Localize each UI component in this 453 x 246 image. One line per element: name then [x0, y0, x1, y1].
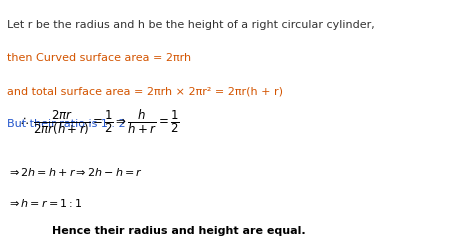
Text: Let r be the radius and h be the height of a right circular cylinder,: Let r be the radius and h be the height … [7, 20, 375, 30]
Text: Hence their radius and height are equal.: Hence their radius and height are equal. [52, 226, 306, 236]
Text: then Curved surface area = 2πrh: then Curved surface area = 2πrh [7, 53, 191, 63]
Text: $\Rightarrow 2h = h + r \Rightarrow 2h - h = r$: $\Rightarrow 2h = h + r \Rightarrow 2h -… [7, 166, 143, 178]
Text: But their ratio is 1 : 2: But their ratio is 1 : 2 [7, 119, 125, 129]
Text: $\Rightarrow h = r = 1 : 1$: $\Rightarrow h = r = 1 : 1$ [7, 197, 82, 209]
Text: $\therefore\;\dfrac{2\pi r}{2\pi r(h+r)} = \dfrac{1}{2} \Rightarrow \dfrac{h}{h+: $\therefore\;\dfrac{2\pi r}{2\pi r(h+r)}… [18, 109, 180, 137]
Text: and total surface area = 2πrh × 2πr² = 2πr(h + r): and total surface area = 2πrh × 2πr² = 2… [7, 86, 283, 96]
